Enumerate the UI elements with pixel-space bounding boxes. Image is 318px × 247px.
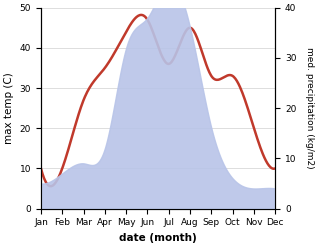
Y-axis label: med. precipitation (kg/m2): med. precipitation (kg/m2) [305, 47, 314, 169]
Y-axis label: max temp (C): max temp (C) [4, 72, 14, 144]
X-axis label: date (month): date (month) [119, 233, 197, 243]
